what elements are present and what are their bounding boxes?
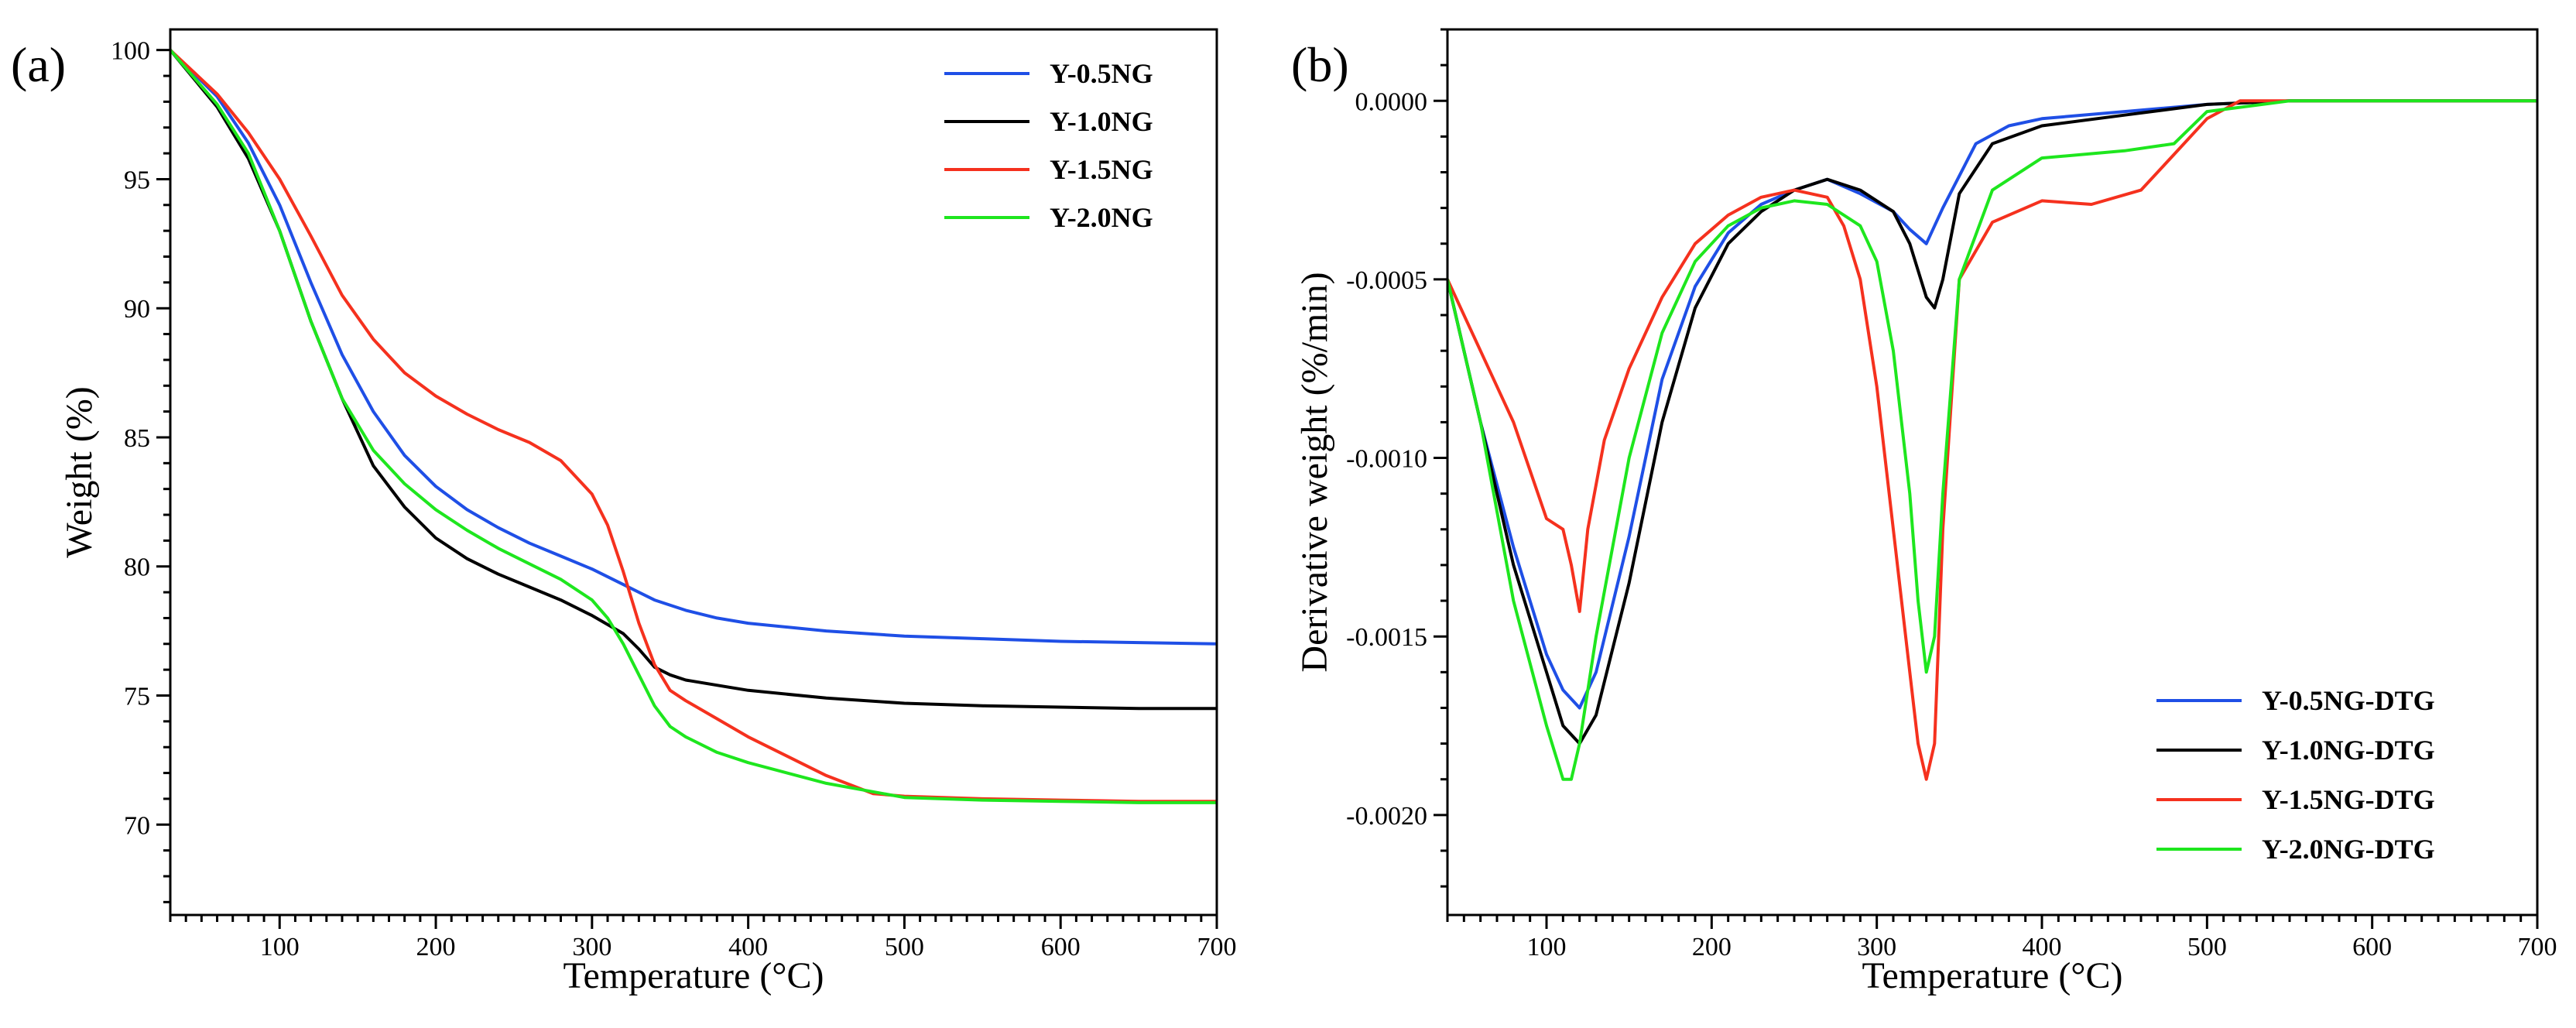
y-tick-label: -0.0010 — [1346, 445, 1427, 474]
x-tick-label: 400 — [728, 933, 768, 961]
y-tick-label: 70 — [124, 811, 150, 840]
y-tick-label: -0.0015 — [1346, 623, 1427, 652]
panel-b-y-axis: 0.0000 -0.0005 -0.0010 -0.0015 -0.0020 — [1346, 28, 1447, 888]
y-tick-label: 0.0000 — [1355, 87, 1428, 116]
x-tick-label: 300 — [572, 933, 611, 961]
y-tick-label: 85 — [124, 424, 150, 453]
legend-label: Y-0.5NG — [1050, 58, 1153, 89]
x-tick-label: 400 — [2023, 933, 2062, 961]
x-tick-label: 100 — [1527, 933, 1567, 961]
x-tick-label: 700 — [1197, 933, 1237, 961]
y-tick-label: 90 — [124, 295, 150, 324]
legend-label: Y-2.0NG — [1050, 202, 1153, 233]
panel-a-y-axis-title: Weight (%) — [59, 386, 100, 557]
series-line-y-1.5ng-dtg — [1447, 99, 2537, 781]
panel-a-x-axis: 100 200 300 400 500 600 700 — [169, 915, 1237, 961]
y-tick-label: 80 — [124, 553, 150, 582]
panel-b-x-axis-title: Temperature (°C) — [1862, 955, 2122, 996]
series-line-y-0.5ng-dtg — [1447, 99, 2537, 710]
y-tick-label: -0.0020 — [1346, 802, 1427, 831]
y-tick-label: -0.0005 — [1346, 266, 1427, 295]
x-tick-label: 700 — [2518, 933, 2557, 961]
x-tick-label: 300 — [1857, 933, 1896, 961]
panel-b-plot-area — [1447, 99, 2537, 781]
legend-label: Y-1.0NG-DTG — [2262, 735, 2435, 766]
y-tick-label: 75 — [124, 683, 150, 711]
legend-label: Y-0.5NG-DTG — [2262, 685, 2435, 716]
x-tick-label: 200 — [416, 933, 456, 961]
series-line-y-2.0ng-dtg — [1447, 99, 2537, 781]
panel-a-tga: (a) 100 200 300 400 500 600 700 70 75 80 85 90 95 10… — [11, 28, 1237, 996]
x-tick-label: 500 — [885, 933, 924, 961]
legend-label: Y-2.0NG-DTG — [2262, 834, 2435, 865]
panel-a-label: (a) — [11, 37, 66, 92]
x-tick-label: 600 — [2352, 933, 2392, 961]
x-tick-label: 200 — [1692, 933, 1732, 961]
panel-a-frame — [169, 28, 1218, 917]
series-line-y-1.0ng-dtg — [1447, 99, 2537, 745]
panel-a-plot-area — [170, 49, 1217, 804]
x-tick-label: 100 — [260, 933, 300, 961]
series-line-y-1.0ng — [170, 49, 1217, 711]
x-tick-label: 500 — [2187, 933, 2227, 961]
y-tick-label: 95 — [124, 166, 150, 194]
panel-a-y-axis: 70 75 80 85 90 95 100 — [111, 37, 170, 903]
legend-label: Y-1.0NG — [1050, 106, 1153, 137]
legend-label: Y-1.5NG-DTG — [2262, 784, 2435, 815]
legend-label: Y-1.5NG — [1050, 154, 1153, 185]
panel-a-legend: Y-0.5NG Y-1.0NG Y-1.5NG Y-2.0NG — [944, 58, 1153, 233]
series-line-y-2.0ng — [170, 49, 1217, 804]
y-tick-label: 100 — [111, 37, 150, 66]
x-tick-label: 600 — [1041, 933, 1081, 961]
panel-a-x-axis-title: Temperature (°C) — [563, 955, 824, 996]
panel-b-label: (b) — [1291, 37, 1349, 92]
series-line-y-0.5ng — [170, 49, 1217, 646]
panel-b-frame — [1446, 28, 2539, 917]
panel-b-y-axis-title: Derivative weight (%/min) — [1294, 272, 1335, 672]
panel-b-x-axis: 100 200 300 400 500 600 700 — [1446, 915, 2557, 961]
panel-b-dtg: (b) 100 200 300 400 500 600 700 0.0000 -0.0005 -… — [1291, 28, 2557, 996]
panel-b-legend: Y-0.5NG-DTG Y-1.0NG-DTG Y-1.5NG-DTG Y-2.0NG… — [2156, 685, 2435, 865]
